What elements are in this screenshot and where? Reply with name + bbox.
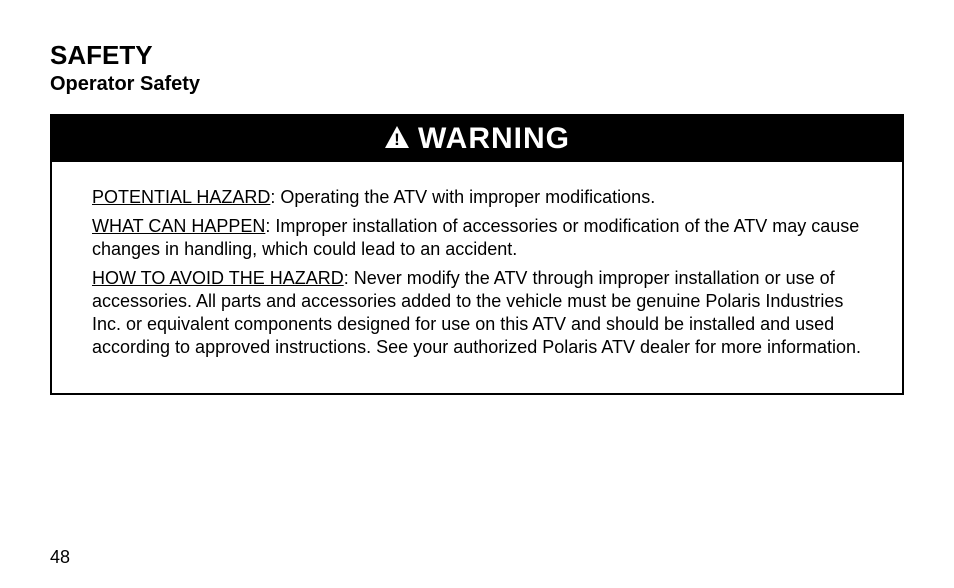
warning-paragraph: HOW TO AVOID THE HAZARD: Never modify th…: [92, 267, 862, 359]
warning-paragraph: WHAT CAN HAPPEN: Improper installation o…: [92, 215, 862, 261]
warning-header-text: WARNING: [418, 122, 570, 156]
page-number: 48: [50, 547, 70, 568]
warning-paragraph: POTENTIAL HAZARD: Operating the ATV with…: [92, 186, 862, 209]
warning-label: POTENTIAL HAZARD: [92, 187, 270, 207]
warning-body: POTENTIAL HAZARD: Operating the ATV with…: [52, 162, 902, 393]
warning-triangle-icon: !: [384, 125, 410, 154]
warning-text: : Operating the ATV with improper modifi…: [270, 187, 655, 207]
subsection-title: Operator Safety: [50, 73, 904, 96]
warning-label: HOW TO AVOID THE HAZARD: [92, 268, 344, 288]
warning-header: ! WARNING: [52, 116, 902, 162]
warning-label: WHAT CAN HAPPEN: [92, 216, 265, 236]
warning-box: ! WARNING POTENTIAL HAZARD: Operating th…: [50, 114, 904, 395]
svg-text:!: !: [394, 130, 400, 149]
section-title: SAFETY: [50, 40, 904, 71]
